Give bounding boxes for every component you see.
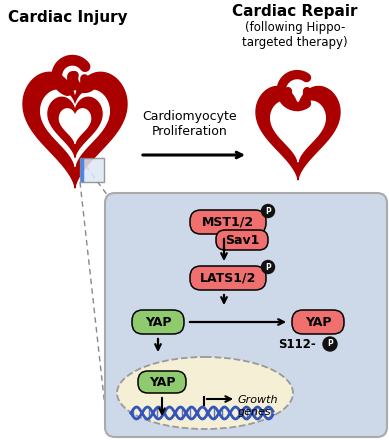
Circle shape xyxy=(261,205,275,217)
Text: P: P xyxy=(265,206,271,216)
Polygon shape xyxy=(271,101,325,162)
Text: Cardiomyocyte
Proliferation: Cardiomyocyte Proliferation xyxy=(143,110,237,138)
Bar xyxy=(80,158,104,182)
FancyBboxPatch shape xyxy=(216,230,268,250)
Polygon shape xyxy=(41,90,109,166)
Text: P: P xyxy=(265,263,271,271)
Text: Cardiac Repair: Cardiac Repair xyxy=(232,4,358,19)
Circle shape xyxy=(261,260,275,274)
Polygon shape xyxy=(256,87,340,180)
FancyBboxPatch shape xyxy=(132,310,184,334)
Text: S112-: S112- xyxy=(278,338,316,351)
Text: P: P xyxy=(327,340,333,348)
Text: LATS1/2: LATS1/2 xyxy=(200,271,256,285)
Polygon shape xyxy=(23,72,127,188)
FancyBboxPatch shape xyxy=(138,371,186,393)
FancyBboxPatch shape xyxy=(105,193,387,437)
Text: MST1/2: MST1/2 xyxy=(202,216,254,228)
Text: YAP: YAP xyxy=(149,375,175,389)
Text: YAP: YAP xyxy=(145,315,171,329)
Text: (following Hippo-
targeted therapy): (following Hippo- targeted therapy) xyxy=(242,21,348,49)
Circle shape xyxy=(323,337,337,351)
Text: YAP: YAP xyxy=(305,315,331,329)
Ellipse shape xyxy=(117,357,293,429)
Polygon shape xyxy=(48,97,102,158)
Text: Growth
genes: Growth genes xyxy=(238,395,279,417)
Text: Cardiac Injury: Cardiac Injury xyxy=(8,10,128,25)
FancyBboxPatch shape xyxy=(292,310,344,334)
Polygon shape xyxy=(60,109,91,143)
FancyBboxPatch shape xyxy=(190,210,266,234)
FancyBboxPatch shape xyxy=(190,266,266,290)
Text: Sav1: Sav1 xyxy=(225,234,259,246)
